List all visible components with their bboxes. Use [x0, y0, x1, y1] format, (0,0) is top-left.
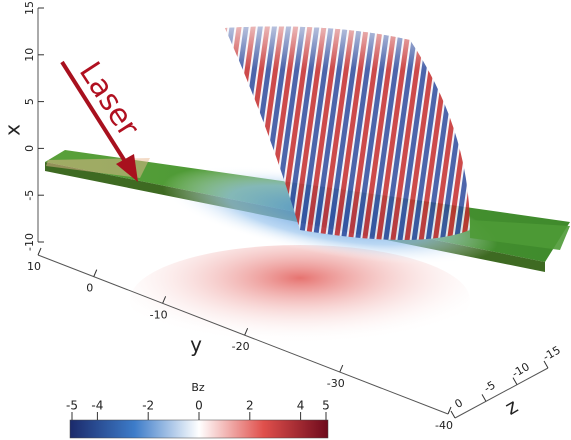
x-tick-label: 5: [23, 98, 36, 105]
colorbar-tick-label: 2: [246, 399, 254, 413]
x-tick-label: 10: [23, 48, 36, 62]
colorbar-tick-label: 0: [195, 399, 203, 413]
x-tick-label: 15: [23, 1, 36, 15]
y-tick: [448, 407, 451, 414]
colorbar-tick-label: -2: [142, 399, 154, 413]
z-tick-label: 0: [452, 396, 465, 411]
z-axis-line: [455, 368, 548, 418]
y-axis-title: y: [190, 333, 202, 357]
colorbar: [70, 420, 328, 438]
z-tick-label: -10: [510, 360, 532, 380]
x-tick-label: -5: [23, 190, 36, 201]
y-tick-label: -30: [327, 377, 345, 390]
z-tick-label: -15: [541, 343, 563, 363]
colorbar-tick-label: 5: [322, 399, 330, 413]
y-tick: [340, 365, 343, 372]
y-tick-label: 0: [86, 282, 93, 295]
colorbar-title: Bz: [191, 381, 205, 394]
x-tick-label: -10: [23, 233, 36, 251]
x-tick-label: 0: [23, 145, 36, 152]
z-axis-title: z: [501, 394, 522, 420]
laser-label: Laser: [72, 56, 146, 144]
y-tick-label: 10: [27, 260, 41, 273]
y-tick-label: -10: [150, 308, 168, 321]
y-tick: [38, 248, 41, 255]
colorbar-tick-label: -5: [66, 399, 78, 413]
volume-render: [45, 27, 570, 356]
y-tick-label: -20: [232, 340, 250, 353]
y-tick-label: -40: [435, 419, 453, 432]
z-tick-label: -5: [482, 379, 498, 396]
x-axis-title: x: [1, 124, 25, 136]
colorbar-tick-label: 4: [297, 399, 305, 413]
z-tick: [451, 411, 455, 418]
z-tick: [482, 394, 486, 401]
chart: Laser x y z Bz -10-5051015100-10-20-30-4…: [0, 0, 571, 440]
y-tick: [94, 270, 97, 277]
colorbar-tick-label: -4: [91, 399, 103, 413]
